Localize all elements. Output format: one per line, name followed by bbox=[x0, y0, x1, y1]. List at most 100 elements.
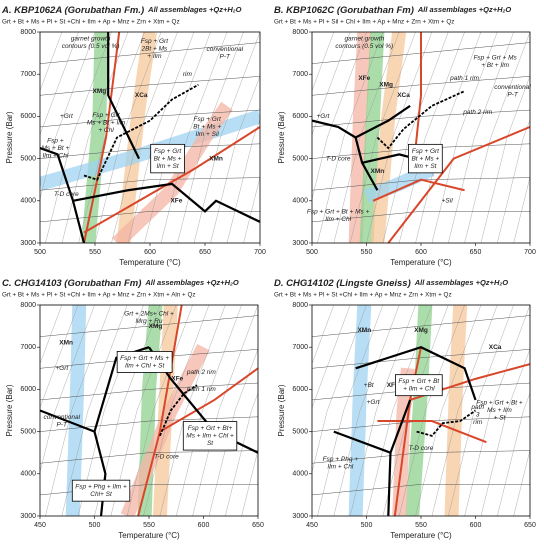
contour bbox=[226, 119, 260, 243]
title: A. KBP1062A (Gorubathan Fm.) bbox=[1, 5, 144, 16]
contour bbox=[177, 32, 244, 243]
field-label: Bt + Ms + bbox=[193, 124, 221, 131]
contour bbox=[127, 32, 195, 243]
x-axis-label: Temperature (°C) bbox=[390, 531, 452, 540]
field-label: rim bbox=[473, 419, 483, 426]
reaction-line bbox=[83, 32, 121, 243]
phase-boundary bbox=[355, 104, 411, 139]
field-boundary bbox=[40, 109, 260, 128]
contour bbox=[333, 32, 400, 243]
y-tick-label: 5000 bbox=[292, 155, 308, 162]
field-boundary bbox=[40, 177, 260, 191]
field-label: XMg bbox=[149, 323, 163, 330]
contour bbox=[480, 348, 530, 516]
y-tick-label: 6000 bbox=[20, 113, 36, 120]
field-boundary bbox=[312, 349, 530, 369]
field-label: Ilm + Chl bbox=[42, 152, 68, 159]
field-label: XMn bbox=[371, 168, 385, 175]
field-label: 2Bt + Ms bbox=[140, 46, 168, 53]
y-tick-label: 7000 bbox=[292, 344, 308, 351]
label-box bbox=[395, 374, 443, 397]
x-axis-label: Temperature (°C) bbox=[118, 531, 180, 540]
field-label: P-T bbox=[220, 54, 232, 61]
contour bbox=[176, 305, 242, 516]
contour bbox=[143, 305, 210, 516]
contour bbox=[317, 32, 384, 243]
contour bbox=[317, 305, 384, 516]
contour bbox=[399, 32, 465, 243]
field-label: conventional bbox=[207, 46, 244, 53]
contour bbox=[464, 305, 530, 516]
field-label: XMg bbox=[414, 327, 428, 334]
x-tick-label: 450 bbox=[306, 522, 318, 529]
pt-path bbox=[83, 83, 199, 181]
field-label: path 1 rim bbox=[449, 75, 479, 82]
field-label: XCa bbox=[489, 344, 502, 351]
y-tick-label: 8000 bbox=[292, 302, 308, 309]
field-label: Fsp + Grt + Bt + bbox=[476, 400, 523, 407]
field-label: Fsp + Grt + Bt bbox=[398, 378, 440, 385]
contour bbox=[61, 305, 128, 516]
field-boundary bbox=[312, 450, 530, 464]
label-box bbox=[408, 143, 443, 174]
y-tick-label: 3000 bbox=[292, 240, 308, 247]
contour bbox=[45, 305, 112, 516]
y-tick-label: 3000 bbox=[20, 513, 36, 520]
reaction-line bbox=[387, 126, 530, 243]
field-boundary bbox=[40, 315, 258, 337]
field-label: Ms + Ilm + Chl + bbox=[186, 433, 234, 440]
field-label: Fsp + Grt + Bt + Ms + bbox=[307, 209, 370, 216]
assemblage: Grt + Bt + Ms + Pl + St +Chl + Ilm + Ap … bbox=[2, 292, 196, 299]
contour bbox=[127, 305, 193, 516]
field-label: Ms + Bt + Ilm bbox=[87, 119, 126, 126]
field-label: +Grt bbox=[367, 399, 381, 406]
contour bbox=[192, 305, 258, 516]
field-label: conventional bbox=[494, 84, 531, 91]
field-label: XMg bbox=[379, 81, 393, 88]
x-tick-label: 450 bbox=[34, 522, 46, 529]
field-label: T-D core bbox=[409, 445, 434, 452]
x-tick-label: 550 bbox=[143, 522, 155, 529]
y-tick-label: 4000 bbox=[20, 198, 36, 205]
contour bbox=[208, 348, 258, 516]
y-tick-label: 3000 bbox=[292, 513, 308, 520]
field-label: XMn bbox=[209, 155, 223, 162]
y-tick-label: 6000 bbox=[292, 113, 308, 120]
field-label: T-D core bbox=[326, 155, 351, 162]
subtitle: All assemblages +Qz+H₂O bbox=[144, 278, 238, 287]
y-axis-label: Pressure (Bar) bbox=[5, 384, 14, 436]
contour bbox=[241, 449, 258, 516]
field-label: XMn bbox=[59, 340, 73, 347]
contour bbox=[40, 305, 62, 365]
field-label: Fsp + Grt + Ms + bbox=[120, 355, 169, 362]
y-tick-label: 5000 bbox=[20, 155, 36, 162]
title: B. KBP1062C (Gorubathan Fm) bbox=[274, 5, 414, 16]
field-label: XMn bbox=[357, 327, 371, 334]
field-label: path bbox=[470, 404, 484, 411]
field-boundary bbox=[312, 484, 530, 496]
x-tick-label: 500 bbox=[89, 522, 101, 529]
contour bbox=[382, 32, 449, 243]
contour bbox=[399, 305, 465, 516]
field-label: Ilm + Chl bbox=[327, 464, 353, 471]
contour bbox=[497, 392, 530, 516]
field-label: XFe bbox=[170, 198, 182, 205]
contour bbox=[349, 305, 416, 516]
x-tick-label: 550 bbox=[89, 249, 101, 256]
x-axis-label: Temperature (°C) bbox=[390, 258, 452, 267]
field-label: +Sil bbox=[442, 198, 454, 205]
contour bbox=[40, 32, 79, 136]
field-label: XMg bbox=[93, 88, 107, 95]
assemblage: Grt + Bt + Ms + Pl + St +Chl + Ilm + Ap … bbox=[274, 292, 452, 299]
contour bbox=[431, 32, 498, 243]
contour bbox=[312, 305, 334, 365]
reaction-line bbox=[83, 126, 260, 234]
field-label: P-T bbox=[57, 422, 69, 429]
isopleth-band bbox=[112, 101, 233, 243]
field-label: + Ilm bbox=[147, 53, 162, 60]
contour bbox=[349, 32, 416, 243]
phase-boundary bbox=[333, 430, 391, 454]
field-boundary bbox=[40, 450, 258, 464]
field-label: + Bt + Ilm bbox=[481, 62, 509, 69]
field-boundary bbox=[40, 42, 260, 64]
